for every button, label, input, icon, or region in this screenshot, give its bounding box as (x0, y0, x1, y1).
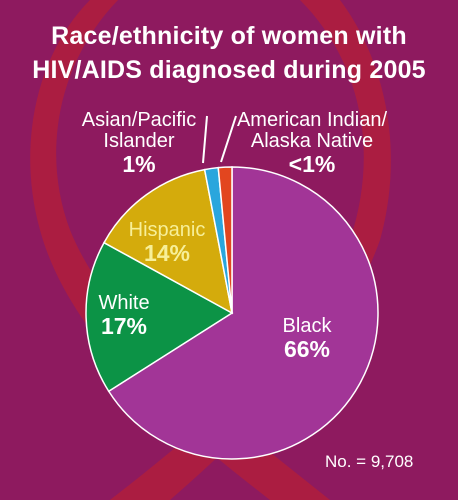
label-asian-pacific-islander: Asian/Pacific Islander 1% (64, 109, 214, 177)
label-black: Black 66% (262, 315, 352, 362)
label-white-value: 17% (100, 313, 148, 339)
sample-size-note: No. = 9,708 (325, 452, 414, 471)
label-american-indian-alaska-native-name: American Indian/ Alaska Native (236, 109, 388, 152)
label-white: White 17% (84, 292, 164, 339)
chart-title-line1: Race/ethnicity of women with (51, 22, 407, 50)
leader-line-asian-pacific-islander (202, 115, 208, 164)
pie-slice-american-indian-alaska-native (217, 166, 233, 314)
pie-slices (85, 115, 379, 460)
label-hispanic-name: Hispanic (128, 219, 206, 241)
label-black-value: 66% (283, 336, 331, 362)
label-asian-pacific-islander-name: Asian/Pacific Islander (81, 109, 197, 152)
pie-slice-white (85, 241, 234, 393)
label-hispanic-value: 14% (143, 240, 191, 266)
label-black-name: Black (282, 315, 332, 337)
pie-slice-black (107, 166, 379, 460)
leader-line-american-indian-alaska-native (220, 115, 237, 163)
label-hispanic: Hispanic 14% (112, 219, 222, 266)
chart-title-line2: HIV/AIDS diagnosed during 2005 (32, 56, 426, 84)
label-white-name: White (98, 292, 150, 314)
label-american-indian-alaska-native: American Indian/ Alaska Native <1% (232, 109, 392, 177)
label-asian-pacific-islander-value: 1% (122, 151, 156, 177)
label-american-indian-alaska-native-value: <1% (288, 151, 336, 177)
pie-slice-hispanic (103, 168, 234, 315)
